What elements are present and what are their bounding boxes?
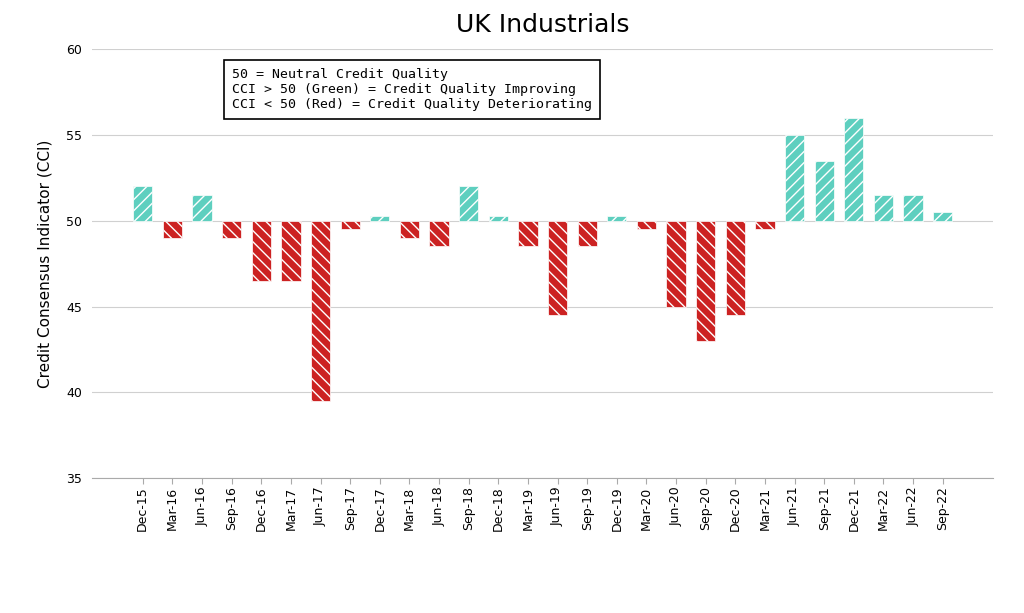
- Bar: [607, 216, 627, 221]
- Bar: [548, 221, 567, 315]
- Bar: [696, 221, 716, 341]
- Bar: [903, 195, 923, 221]
- Bar: [399, 221, 419, 238]
- Bar: [873, 195, 893, 221]
- Bar: [488, 216, 508, 221]
- Bar: [933, 212, 952, 221]
- Bar: [341, 221, 359, 229]
- Bar: [844, 118, 863, 221]
- Bar: [370, 216, 389, 221]
- Y-axis label: Credit Consensus Indicator (CCI): Credit Consensus Indicator (CCI): [38, 139, 52, 388]
- Bar: [193, 195, 212, 221]
- Bar: [518, 221, 538, 246]
- Bar: [222, 221, 242, 238]
- Bar: [459, 186, 478, 221]
- Bar: [814, 161, 834, 221]
- Bar: [726, 221, 744, 315]
- Bar: [252, 221, 271, 281]
- Bar: [578, 221, 597, 246]
- Title: UK Industrials: UK Industrials: [456, 13, 630, 37]
- Bar: [785, 135, 804, 221]
- Bar: [133, 186, 153, 221]
- Bar: [429, 221, 449, 246]
- Bar: [311, 221, 330, 401]
- Bar: [756, 221, 774, 229]
- Bar: [637, 221, 656, 229]
- Bar: [667, 221, 686, 306]
- Text: 50 = Neutral Credit Quality
CCI > 50 (Green) = Credit Quality Improving
CCI < 50: 50 = Neutral Credit Quality CCI > 50 (Gr…: [231, 69, 592, 112]
- Bar: [163, 221, 182, 238]
- Bar: [282, 221, 300, 281]
